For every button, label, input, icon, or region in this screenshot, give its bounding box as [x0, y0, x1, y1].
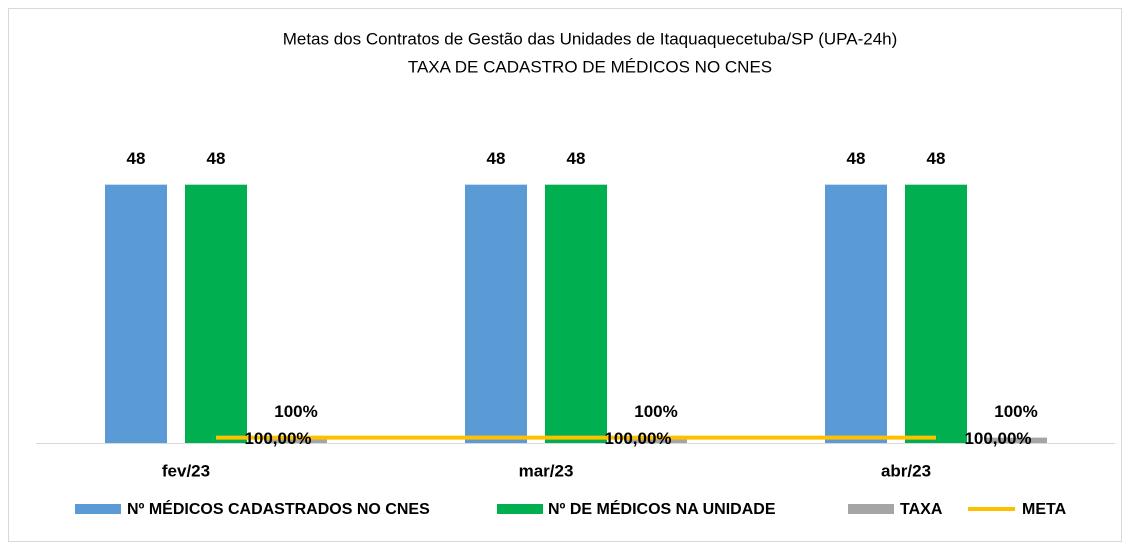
data-label: 48 — [567, 149, 586, 168]
data-label: 100,00% — [964, 429, 1031, 448]
bar — [625, 437, 687, 443]
legend-label: Nº DE MÉDICOS NA UNIDADE — [548, 499, 776, 518]
bar — [905, 184, 967, 443]
bar — [265, 437, 327, 443]
legend-swatch — [75, 504, 121, 514]
data-label: 100% — [994, 402, 1037, 421]
legend-label: TAXA — [900, 501, 943, 518]
bar — [185, 184, 247, 443]
legend-label: META — [1022, 501, 1067, 518]
data-label: 48 — [127, 149, 146, 168]
legend-swatch — [497, 504, 543, 514]
data-label: 100% — [634, 402, 677, 421]
data-label: 48 — [927, 149, 946, 168]
bar — [825, 184, 887, 443]
data-label: 100,00% — [244, 429, 311, 448]
legend-swatch — [848, 504, 894, 514]
bar — [465, 184, 527, 443]
data-label: 48 — [487, 149, 506, 168]
bar — [545, 184, 607, 443]
x-tick-label: abr/23 — [881, 461, 931, 480]
x-tick-label: fev/23 — [162, 461, 210, 480]
data-label: 100,00% — [604, 429, 671, 448]
data-label: 48 — [847, 149, 866, 168]
bar — [985, 437, 1047, 443]
data-label: 100% — [274, 402, 317, 421]
data-label: 48 — [207, 149, 226, 168]
x-tick-label: mar/23 — [519, 461, 574, 480]
chart-subtitle: TAXA DE CADASTRO DE MÉDICOS NO CNES — [408, 57, 772, 76]
bar — [105, 184, 167, 443]
chart-title: Metas dos Contratos de Gestão das Unidad… — [283, 29, 898, 48]
legend-label: Nº MÉDICOS CADASTRADOS NO CNES — [127, 499, 430, 518]
